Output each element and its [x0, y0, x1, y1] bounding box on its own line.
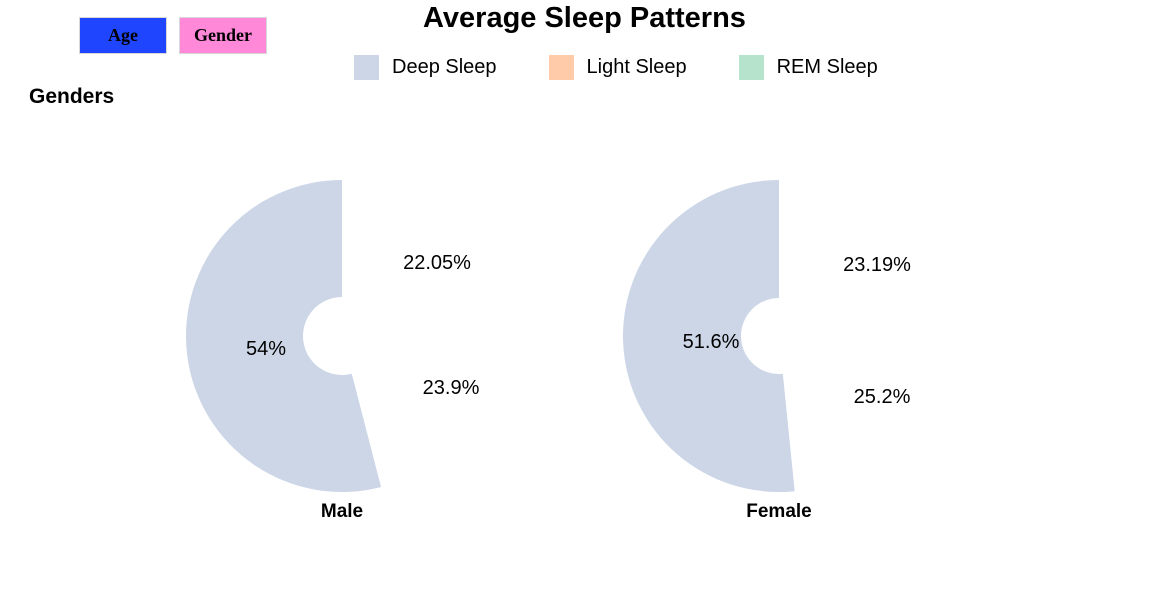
legend-item-deep-sleep[interactable]: Deep Sleep — [354, 54, 497, 80]
pie-name-female: Female — [746, 501, 811, 522]
pie-slice-female-light-sleep[interactable] — [783, 336, 935, 491]
pie-name-male: Male — [321, 501, 363, 522]
data-label-female-rem-sleep: 25.2% — [854, 386, 911, 408]
data-label-male-light-sleep: 22.05% — [403, 252, 471, 274]
pie-slice-female-deep-sleep[interactable] — [623, 180, 795, 492]
chart-title: Average Sleep Patterns — [423, 2, 746, 34]
chart-legend: Deep Sleep Light Sleep REM Sleep — [354, 54, 878, 80]
age-button[interactable]: Age — [79, 17, 167, 54]
data-label-female-deep-sleep: 51.6% — [683, 331, 740, 353]
data-label-female-light-sleep: 23.19% — [843, 254, 911, 276]
pie-slice-male-deep-sleep[interactable] — [185, 179, 382, 493]
legend-label-light-sleep: Light Sleep — [586, 55, 687, 78]
legend-label-deep-sleep: Deep Sleep — [392, 55, 497, 78]
legend-swatch-rem-sleep — [738, 54, 764, 80]
legend-item-light-sleep[interactable]: Light Sleep — [548, 54, 687, 80]
legend-item-rem-sleep[interactable]: REM Sleep — [738, 54, 878, 80]
section-label-genders: Genders — [29, 85, 115, 108]
data-label-male-deep-sleep: 54% — [246, 338, 286, 360]
legend-swatch-light-sleep — [548, 54, 574, 80]
gender-button[interactable]: Gender — [179, 17, 267, 54]
legend-swatch-deep-sleep — [354, 54, 379, 80]
data-label-male-rem-sleep: 23.9% — [423, 377, 480, 399]
legend-label-rem-sleep: REM Sleep — [776, 55, 878, 78]
